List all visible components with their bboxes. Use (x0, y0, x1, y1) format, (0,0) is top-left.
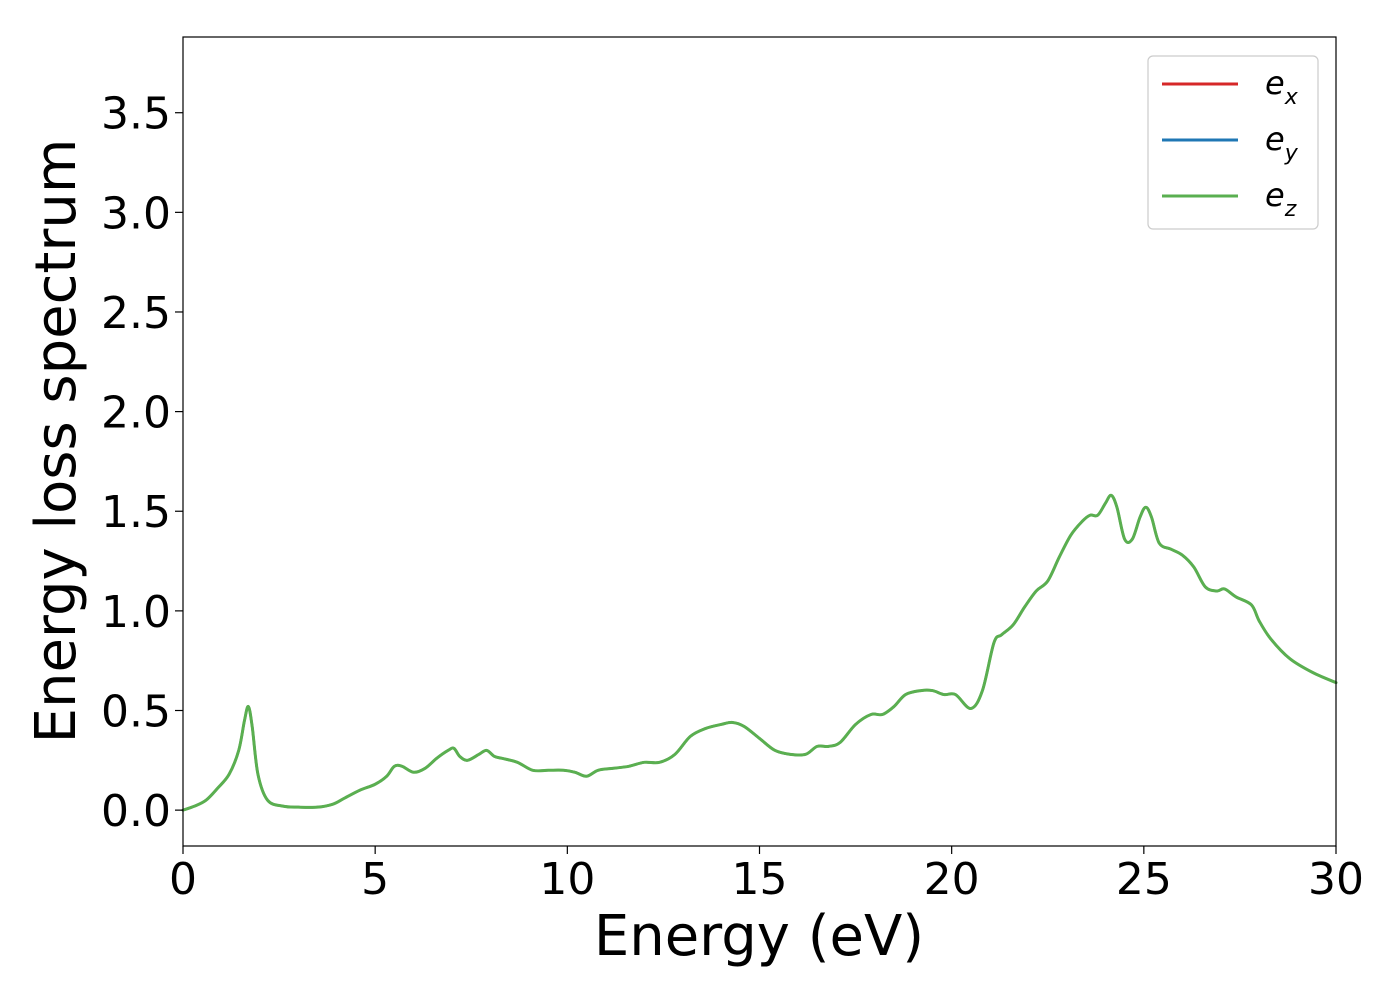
x-tick-label: 10 (539, 854, 595, 905)
x-tick-label: 15 (732, 854, 788, 905)
legend-items: ex ey ez (1162, 64, 1299, 222)
y-tick-label: 1.0 (101, 587, 171, 638)
series-line-e-z (181, 493, 1338, 812)
y-axis-label: Energy loss spectrum (24, 139, 89, 744)
legend-box (1147, 55, 1319, 230)
x-axis-ticks: 0 5 10 15 20 25 30 (169, 846, 1364, 905)
x-tick-label: 25 (1116, 854, 1172, 905)
y-tick-label: 2.5 (101, 288, 171, 339)
legend: ex ey ez (1147, 55, 1319, 230)
y-tick-label: 0.0 (101, 786, 171, 837)
y-axis-ticks: 0.0 0.5 1.0 1.5 2.0 2.5 3.0 3.5 (101, 89, 183, 837)
series-layer (181, 493, 1338, 812)
y-tick-label: 3.0 (101, 188, 171, 239)
y-tick-label: 1.5 (101, 487, 171, 538)
plot-area (183, 37, 1336, 846)
legend-label-e-x: ex (1265, 64, 1299, 110)
y-tick-label: 3.5 (101, 89, 171, 140)
x-axis-label: Energy (eV) (594, 904, 924, 969)
x-tick-label: 0 (169, 854, 197, 905)
x-tick-label: 5 (361, 854, 389, 905)
legend-label-e-y: ey (1265, 120, 1299, 166)
x-tick-label: 20 (924, 854, 980, 905)
x-tick-label: 30 (1308, 854, 1364, 905)
y-tick-label: 0.5 (101, 687, 171, 738)
y-tick-label: 2.0 (101, 388, 171, 439)
legend-label-e-z: ez (1265, 176, 1297, 222)
